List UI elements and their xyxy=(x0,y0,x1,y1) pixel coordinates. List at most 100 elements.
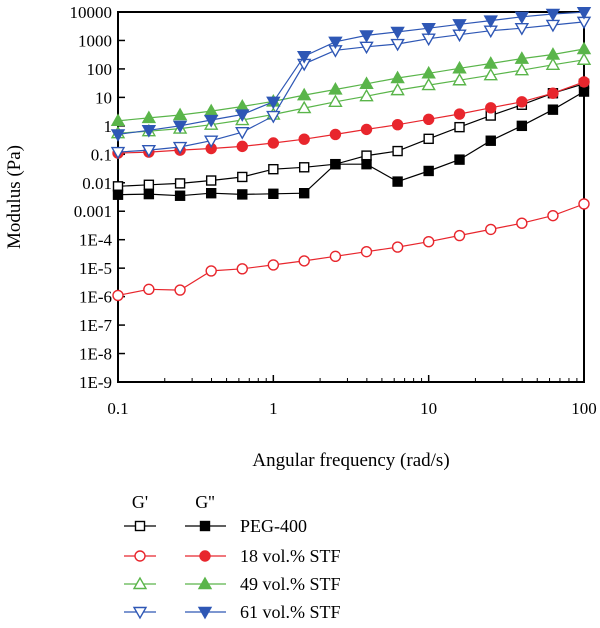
series-peg-400-g-double-prime xyxy=(112,86,590,201)
data-point xyxy=(235,126,250,140)
series-18-vol-stf-g-double-prime xyxy=(112,76,590,159)
legend-header-g-prime: G' xyxy=(132,492,148,512)
data-point xyxy=(422,236,435,248)
data-point xyxy=(545,8,561,22)
data-point xyxy=(391,118,404,131)
data-point xyxy=(485,135,496,146)
y-tick-label: 1E-4 xyxy=(79,231,113,250)
data-point xyxy=(110,113,126,127)
data-point xyxy=(578,76,590,88)
data-point xyxy=(547,209,559,222)
legend-item-18-vol-stf: 18 vol.% STF xyxy=(124,546,341,566)
series-line xyxy=(117,91,585,197)
data-point xyxy=(237,189,248,200)
legend-rows: PEG-400 18 vol.% STF 49 vol.% STF 61 vol.% … xyxy=(124,516,341,622)
legend-item-61-vol-stf: 61 vol.% STF xyxy=(124,602,341,622)
data-point xyxy=(143,283,155,296)
legend-label: 49 vol.% STF xyxy=(240,574,341,594)
data-point xyxy=(266,96,281,110)
data-point xyxy=(516,96,528,108)
data-point xyxy=(485,102,497,114)
data-point xyxy=(110,146,126,160)
data-point xyxy=(516,120,528,132)
data-point xyxy=(268,188,279,199)
data-point xyxy=(174,284,186,296)
data-point xyxy=(112,189,124,200)
data-point xyxy=(360,245,373,258)
data-point xyxy=(298,133,310,145)
y-tick-label: 0.1 xyxy=(91,145,112,164)
data-point xyxy=(330,158,341,170)
data-point xyxy=(237,171,248,183)
data-point xyxy=(328,94,343,107)
series-line xyxy=(117,203,585,296)
data-point xyxy=(298,162,310,173)
legend-label: 61 vol.% STF xyxy=(240,602,341,622)
series-line xyxy=(117,21,585,153)
series-61-vol-stf-g-double-prime xyxy=(110,7,592,142)
data-point xyxy=(453,108,466,120)
y-tick-label: 1E-7 xyxy=(79,316,113,335)
y-axis-ticks: 10000 1000 100 10 1 0.1 0.01 0.001 1E-4 1E-5 1E-6 1… xyxy=(70,3,125,392)
y-tick-label: 1E-5 xyxy=(79,259,112,278)
series-49-vol-stf-g-double-prime xyxy=(110,41,592,127)
data-point xyxy=(576,7,592,20)
data-point xyxy=(266,110,281,124)
data-point xyxy=(267,259,280,271)
plot-frame xyxy=(117,11,585,383)
data-point xyxy=(143,188,155,200)
data-point xyxy=(392,176,403,187)
data-point xyxy=(514,11,530,25)
data-point xyxy=(423,133,434,145)
data-point xyxy=(485,223,497,236)
legend-marker-g-double-prime xyxy=(197,606,213,620)
y-tick-label: 0.01 xyxy=(82,174,112,193)
data-point xyxy=(203,114,219,128)
data-point xyxy=(516,217,528,229)
series-line xyxy=(117,81,585,154)
data-point xyxy=(423,165,434,177)
series-layer xyxy=(110,7,592,302)
data-point xyxy=(296,100,312,114)
data-point xyxy=(390,38,405,52)
data-point xyxy=(143,179,155,190)
data-point xyxy=(267,137,280,149)
y-tick-label: 10000 xyxy=(70,3,113,22)
data-point xyxy=(545,57,561,70)
data-point xyxy=(360,123,373,136)
legend-marker-g-double-prime xyxy=(199,520,211,532)
series-18-vol-stf-g-prime xyxy=(112,198,590,302)
data-point xyxy=(359,76,374,90)
legend-marker-g-prime xyxy=(132,576,148,590)
data-point xyxy=(203,135,219,149)
legend-marker-g-prime xyxy=(134,520,146,532)
data-point xyxy=(174,190,186,201)
data-point xyxy=(454,154,465,165)
data-point xyxy=(390,82,405,96)
data-point xyxy=(421,65,436,79)
data-point xyxy=(547,104,559,115)
data-point xyxy=(298,188,310,199)
data-point xyxy=(205,175,217,186)
data-point xyxy=(328,82,343,95)
data-point xyxy=(391,241,404,253)
data-point xyxy=(298,255,310,267)
series-line xyxy=(117,11,585,135)
data-point xyxy=(296,50,312,64)
data-point xyxy=(390,26,405,40)
y-tick-label: 1E-9 xyxy=(79,373,112,392)
data-point xyxy=(205,188,217,199)
series-line xyxy=(117,83,585,187)
data-point xyxy=(328,36,343,50)
legend-label: PEG-400 xyxy=(240,516,307,536)
y-axis-title: Modulus (Pa) xyxy=(4,145,25,249)
legend: G' G'' PEG-400 18 vol.% STF 49 vol.% STF 61… xyxy=(124,492,341,622)
data-point xyxy=(452,72,467,86)
legend-item-peg-400: PEG-400 xyxy=(124,516,307,536)
data-point xyxy=(578,86,590,97)
legend-marker-g-prime xyxy=(132,606,148,620)
data-point xyxy=(454,121,465,133)
y-tick-label: 100 xyxy=(87,60,113,79)
